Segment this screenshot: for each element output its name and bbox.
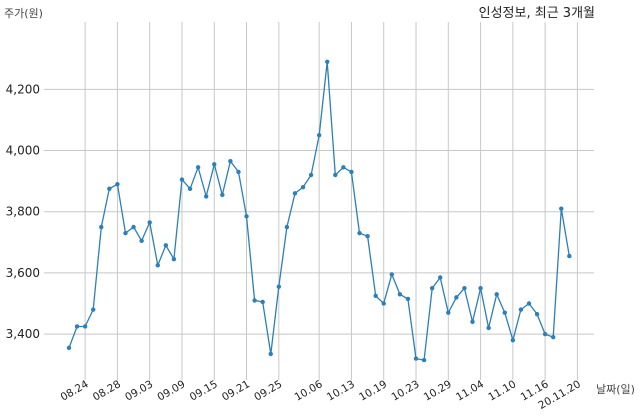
- data-point: [526, 301, 532, 306]
- x-tick-label: 09.15: [188, 378, 220, 403]
- data-point: [228, 159, 233, 164]
- data-point: [333, 172, 338, 178]
- data-point: [74, 324, 80, 329]
- data-point: [292, 191, 298, 196]
- data-point: [462, 286, 467, 291]
- data-point: [91, 307, 96, 312]
- data-point: [163, 243, 169, 248]
- data-point: [260, 299, 265, 305]
- data-point: [429, 286, 435, 291]
- data-point: [66, 345, 72, 351]
- x-axis-label: 날짜(일): [596, 382, 635, 396]
- data-point: [551, 334, 556, 340]
- x-tick-label: 10.13: [325, 378, 357, 403]
- data-point: [179, 177, 185, 182]
- data-point: [365, 233, 370, 239]
- data-point: [357, 230, 362, 236]
- data-point: [252, 298, 257, 303]
- data-point: [413, 356, 419, 361]
- data-point: [454, 295, 459, 300]
- data-point: [123, 230, 128, 236]
- data-point: [212, 162, 217, 167]
- y-tick-label: 4,000: [6, 144, 40, 158]
- y-tick-label: 3,600: [6, 266, 40, 280]
- data-point: [397, 292, 403, 297]
- data-point: [236, 169, 241, 175]
- data-point: [203, 194, 209, 199]
- data-point: [373, 293, 378, 299]
- data-point: [534, 312, 540, 317]
- data-point: [147, 220, 152, 225]
- vertical-gridlines: [84, 22, 578, 380]
- data-point: [300, 185, 306, 190]
- x-tick-label: 10.23: [389, 378, 421, 403]
- data-point: [542, 331, 548, 337]
- y-tick-label: 3,800: [6, 205, 40, 219]
- x-tick-label: 08.28: [91, 378, 123, 403]
- x-tick-label: 11.10: [486, 378, 518, 403]
- price-series: [66, 59, 572, 363]
- data-point: [316, 133, 322, 138]
- data-point: [494, 292, 499, 297]
- data-point: [115, 181, 120, 187]
- data-point: [502, 310, 507, 315]
- x-axis-ticks: 08.24 08.28 09.03 09.09 09.15 09.21 09.25 10.06…: [59, 378, 583, 412]
- x-tick-label: 09.09: [155, 378, 187, 403]
- data-point: [268, 351, 273, 357]
- x-tick-label: 09.21: [220, 378, 252, 403]
- data-point: [139, 238, 144, 243]
- data-point: [567, 253, 572, 259]
- data-point: [325, 59, 330, 64]
- data-point: [220, 192, 225, 198]
- data-point: [99, 224, 104, 230]
- x-tick-label: 09.03: [123, 378, 155, 403]
- chart-title: 인성정보, 최근 3개월: [479, 6, 595, 21]
- data-point: [518, 307, 524, 312]
- data-point: [381, 301, 386, 306]
- data-point: [155, 263, 160, 268]
- y-axis-ticks: 3,400 3,600 3,800 4,000 4,200: [6, 82, 40, 341]
- x-tick-label: 10.06: [293, 378, 325, 404]
- data-point: [389, 272, 394, 277]
- data-point: [341, 165, 346, 170]
- data-point: [244, 214, 249, 219]
- data-point: [486, 325, 491, 331]
- data-point: [171, 256, 177, 262]
- horizontal-gridlines: [44, 88, 594, 335]
- data-point: [349, 169, 354, 175]
- data-point: [478, 286, 483, 291]
- data-point: [131, 224, 136, 230]
- x-tick-label: 10.29: [422, 378, 454, 403]
- data-point: [308, 172, 314, 178]
- x-tick-label: 10.19: [357, 378, 389, 403]
- data-point: [438, 275, 443, 280]
- data-point: [82, 324, 88, 329]
- x-tick-label: 08.24: [59, 378, 91, 404]
- data-point: [510, 338, 516, 343]
- data-point: [284, 224, 290, 230]
- data-point: [405, 296, 411, 302]
- data-point: [276, 284, 282, 289]
- data-point: [195, 165, 201, 170]
- data-point: [470, 319, 475, 325]
- y-tick-label: 3,400: [6, 327, 40, 341]
- y-axis-label: 주가(원): [4, 7, 43, 20]
- x-tick-label: 11.04: [454, 378, 486, 404]
- data-point: [559, 206, 564, 211]
- y-tick-label: 4,200: [6, 82, 40, 96]
- data-point: [187, 186, 193, 191]
- data-point: [421, 357, 427, 363]
- data-point: [107, 186, 112, 191]
- data-point: [446, 310, 451, 315]
- x-tick-label: 09.25: [252, 378, 284, 403]
